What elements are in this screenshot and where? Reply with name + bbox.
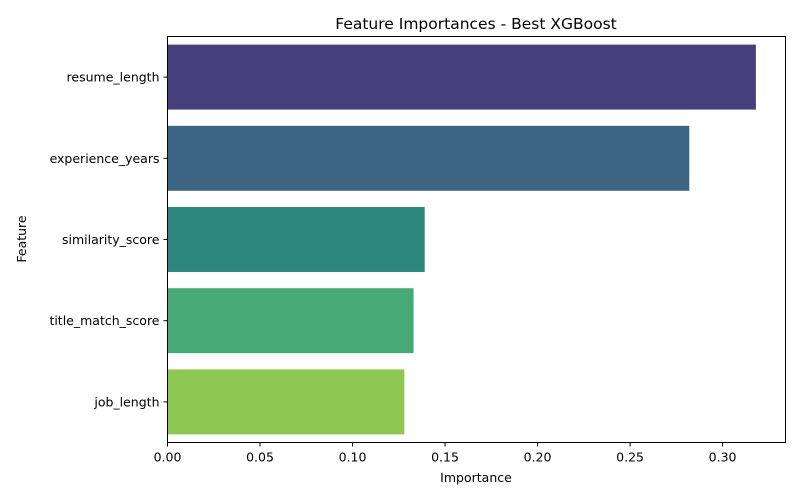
y-axis-ticks: resume_length experience_years similarity_…	[49, 70, 168, 409]
bar-resume_length	[167, 44, 756, 110]
x-tick-label: 0.10	[339, 450, 367, 465]
bar-experience_years	[167, 125, 690, 191]
x-tick-label: 0.25	[616, 450, 644, 465]
x-tick-label: 0.15	[431, 450, 459, 465]
y-tick-label: title_match_score	[49, 313, 159, 328]
bars-group	[167, 44, 756, 435]
x-tick-label: 0.30	[709, 450, 737, 465]
y-tick-label: job_length	[93, 394, 159, 409]
y-axis-label: Feature	[14, 215, 29, 263]
plot-frame	[167, 36, 786, 443]
x-axis-label: Importance	[440, 470, 512, 485]
y-tick-label: similarity_score	[62, 232, 160, 247]
y-tick-label: experience_years	[50, 151, 160, 166]
bar-similarity_score	[167, 207, 425, 272]
x-tick-label: 0.05	[246, 450, 274, 465]
x-tick-label: 0.20	[524, 450, 552, 465]
bar-title_match_score	[167, 288, 414, 354]
x-axis-ticks: 0.00 0.05 0.10 0.15 0.20 0.25 0.30	[154, 442, 737, 465]
x-tick-label: 0.00	[154, 450, 182, 465]
y-tick-label: resume_length	[67, 70, 160, 85]
chart-title: Feature Importances - Best XGBoost	[335, 15, 616, 33]
bar-job_length	[167, 369, 405, 435]
